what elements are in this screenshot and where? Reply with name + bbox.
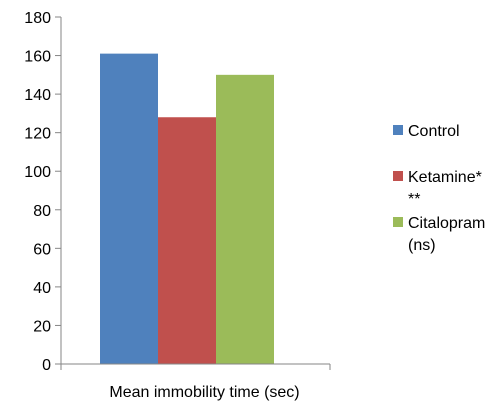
y-tick-label: 80 — [33, 203, 51, 220]
y-tick-label: 180 — [24, 10, 51, 27]
y-tick-label: 20 — [33, 318, 51, 335]
legend-swatch — [393, 217, 403, 227]
legend-label: Ketamine* — [408, 169, 482, 186]
bar-control — [100, 53, 158, 364]
x-axis-label: Mean immobility time (sec) — [109, 384, 299, 401]
bars — [100, 53, 274, 364]
y-tick-label: 40 — [33, 280, 51, 297]
legend-label: Citalopram — [408, 215, 485, 232]
y-tick-label: 140 — [24, 87, 51, 104]
y-tick-label: 0 — [42, 357, 51, 374]
legend-label: ** — [408, 191, 420, 208]
legend-label: (ns) — [408, 237, 436, 254]
legend-swatch — [393, 171, 403, 181]
legend-label: Control — [408, 123, 460, 140]
x-axis — [60, 363, 331, 370]
bar-citalopram-ns — [216, 74, 274, 364]
y-tick-label: 100 — [24, 164, 51, 181]
y-tick-label: 120 — [24, 126, 51, 143]
legend: Control Ketamine* ** Citalopram (ns) — [393, 123, 485, 254]
bar-ketamine — [158, 117, 216, 364]
y-tick-label: 60 — [33, 241, 51, 258]
y-axis: 0 20 40 60 80 100 120 140 160 180 — [24, 10, 62, 374]
legend-swatch — [393, 125, 403, 135]
y-tick-label: 160 — [24, 49, 51, 66]
